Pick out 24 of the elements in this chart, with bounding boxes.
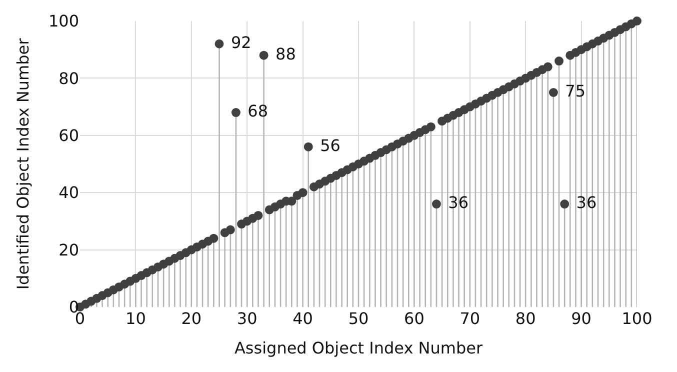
data-label: 36 [571,193,597,212]
y-tick-label: 60 [58,126,79,145]
x-tick-label: 50 [348,309,369,328]
y-tick-label: 20 [58,240,79,260]
x-tick-label: 80 [515,309,536,328]
data-label: 88 [270,44,296,64]
x-tick-label: 100 [622,309,652,328]
x-tick-label: 20 [181,309,202,328]
data-label: 68 [242,102,268,121]
y-tick-label: 40 [58,183,79,202]
data-label: 56 [314,136,340,155]
data-label: 92 [226,32,252,52]
x-tick-label: 60 [404,309,424,328]
x-tick-label: 30 [236,309,258,328]
y-tick-label: 80 [58,68,79,88]
data-label: 75 [560,82,586,100]
y-axis-title: Identified Object Index Number [13,38,32,290]
y-tick-label: 100 [48,12,79,31]
data-label: 36 [443,193,469,212]
x-tick-label: 40 [292,309,313,328]
x-tick-label: 70 [460,309,480,328]
x-axis-title: Assigned Object Index Number [234,338,483,358]
x-tick-label: 90 [571,309,592,328]
x-tick-label: 10 [126,309,146,328]
